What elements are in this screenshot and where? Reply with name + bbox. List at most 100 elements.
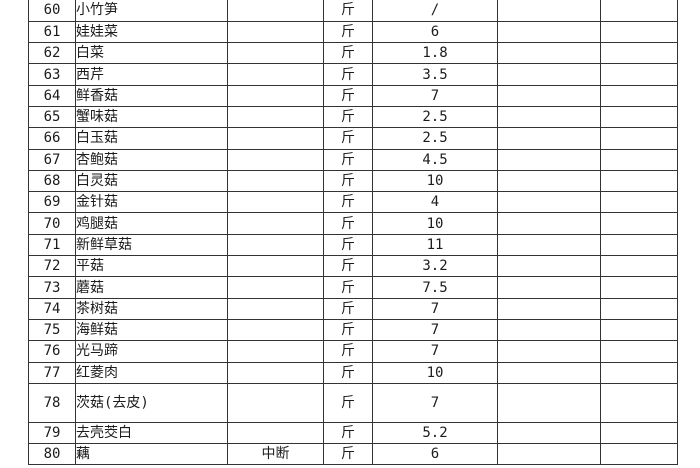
table-row: 72 平菇 斤 3.2	[28, 255, 678, 278]
note-cell	[227, 318, 324, 342]
empty-cell	[600, 212, 678, 235]
table-row: 76 光马蹄 斤 7	[28, 340, 678, 363]
unit-cell: 斤	[323, 212, 373, 235]
note-cell	[227, 340, 324, 363]
empty-cell	[497, 148, 601, 171]
row-number-cell: 67	[28, 148, 76, 171]
item-name-cell: 海鲜菇	[75, 318, 228, 342]
note-cell	[227, 191, 324, 214]
item-name-cell: 金针菇	[75, 191, 228, 214]
price-cell: 4.5	[372, 148, 498, 171]
item-name-cell: 蟹味菇	[75, 105, 228, 129]
empty-cell	[600, 382, 678, 423]
table-row: 63 西芹 斤 3.5	[28, 63, 678, 86]
unit-cell: 斤	[323, 382, 373, 423]
table-row: 79 去壳茭白 斤 5.2	[28, 421, 678, 445]
unit-cell: 斤	[323, 421, 373, 445]
row-number-cell: 65	[28, 105, 76, 129]
empty-cell	[600, 361, 678, 384]
table-row: 61 娃娃菜 斤 6	[28, 20, 678, 44]
row-number-cell: 76	[28, 340, 76, 363]
empty-cell	[600, 340, 678, 363]
note-cell	[227, 84, 324, 107]
table-row: 75 海鲜菇 斤 7	[28, 318, 678, 342]
note-cell: 中断	[227, 443, 324, 466]
empty-cell	[497, 169, 601, 193]
empty-cell	[600, 20, 678, 44]
empty-cell	[497, 318, 601, 342]
table-row: 73 蘑菇 斤 7.5	[28, 276, 678, 299]
empty-cell	[600, 42, 678, 65]
note-cell	[227, 421, 324, 445]
note-cell	[227, 233, 324, 257]
row-number-cell: 72	[28, 255, 76, 278]
price-cell: 7	[372, 340, 498, 363]
note-cell	[227, 20, 324, 44]
row-number-cell: 63	[28, 63, 76, 86]
item-name-cell: 光马蹄	[75, 340, 228, 363]
table-row: 71 新鲜草菇 斤 11	[28, 233, 678, 257]
empty-cell	[600, 443, 678, 466]
table-row: 66 白玉菇 斤 2.5	[28, 127, 678, 150]
price-cell: 6	[372, 20, 498, 44]
row-number-cell: 69	[28, 191, 76, 214]
item-name-cell: 去壳茭白	[75, 421, 228, 445]
row-number-cell: 61	[28, 20, 76, 44]
note-cell	[227, 276, 324, 299]
row-number-cell: 71	[28, 233, 76, 257]
price-cell: 7.5	[372, 276, 498, 299]
row-number-cell: 74	[28, 297, 76, 320]
empty-cell	[600, 297, 678, 320]
unit-cell: 斤	[323, 255, 373, 278]
unit-cell: 斤	[323, 340, 373, 363]
empty-cell	[497, 42, 601, 65]
empty-cell	[497, 297, 601, 320]
price-cell: 2.5	[372, 105, 498, 129]
item-name-cell: 茶树菇	[75, 297, 228, 320]
table-row: 67 杏鲍菇 斤 4.5	[28, 148, 678, 171]
price-cell: 10	[372, 212, 498, 235]
note-cell	[227, 148, 324, 171]
note-cell	[227, 169, 324, 193]
empty-cell	[497, 84, 601, 107]
empty-cell	[497, 276, 601, 299]
item-name-cell: 鸡腿菇	[75, 212, 228, 235]
row-number-cell: 66	[28, 127, 76, 150]
item-name-cell: 白菜	[75, 42, 228, 65]
note-cell	[227, 212, 324, 235]
item-name-cell: 西芹	[75, 63, 228, 86]
row-number-cell: 73	[28, 276, 76, 299]
price-cell: 6	[372, 443, 498, 466]
item-name-cell: 茨菇(去皮)	[75, 382, 228, 423]
table-row: 68 白灵菇 斤 10	[28, 169, 678, 193]
item-name-cell: 鲜香菇	[75, 84, 228, 107]
row-number-cell: 78	[28, 382, 76, 423]
empty-cell	[600, 105, 678, 129]
price-table: 60 小竹笋 斤 / 61 娃娃菜 斤 6 62 白菜 斤 1.8 63 西芹 …	[28, 0, 678, 466]
table-row: 60 小竹笋 斤 /	[28, 0, 678, 22]
empty-cell	[497, 105, 601, 129]
unit-cell: 斤	[323, 0, 373, 22]
row-number-cell: 70	[28, 212, 76, 235]
unit-cell: 斤	[323, 361, 373, 384]
item-name-cell: 白玉菇	[75, 127, 228, 150]
note-cell	[227, 361, 324, 384]
item-name-cell: 红菱肉	[75, 361, 228, 384]
unit-cell: 斤	[323, 191, 373, 214]
unit-cell: 斤	[323, 63, 373, 86]
empty-cell	[600, 169, 678, 193]
price-cell: 1.8	[372, 42, 498, 65]
empty-cell	[600, 318, 678, 342]
item-name-cell: 蘑菇	[75, 276, 228, 299]
price-cell: 7	[372, 84, 498, 107]
item-name-cell: 平菇	[75, 255, 228, 278]
price-cell: /	[372, 0, 498, 22]
empty-cell	[600, 233, 678, 257]
empty-cell	[600, 276, 678, 299]
empty-cell	[497, 20, 601, 44]
row-number-cell: 60	[28, 0, 76, 22]
price-cell: 3.2	[372, 255, 498, 278]
price-cell: 11	[372, 233, 498, 257]
empty-cell	[600, 84, 678, 107]
